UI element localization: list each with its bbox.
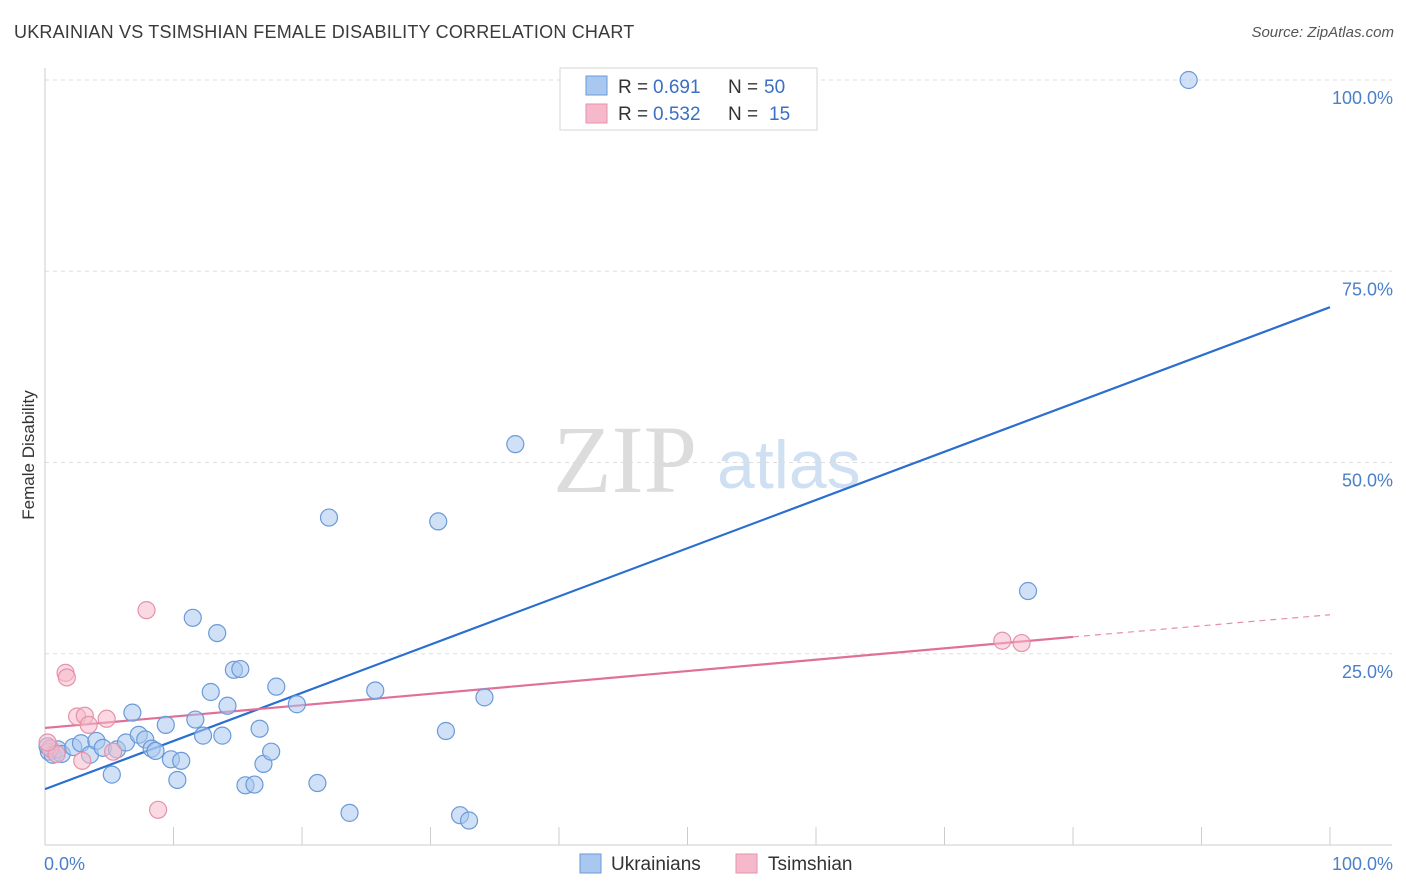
legend-n-label-2: N = [728,104,758,125]
point-ukrainians [168,770,187,790]
y-tick-label: 75.0% [1342,279,1393,299]
point-ukrainians [1179,70,1198,90]
point-ukrainians [262,742,281,761]
point-ukrainians [319,508,339,527]
y-axis-title: Female Disability [19,390,38,520]
trend-lines [44,306,1331,791]
point-ukrainians [213,726,232,745]
point-ukrainians [459,811,479,830]
point-ukrainians [245,775,264,794]
axes [44,68,1392,846]
point-ukrainians [506,435,525,454]
trend-line-ukrainians [44,306,1331,791]
y-tick-label: 25.0% [1342,662,1393,682]
point-tsimshian [79,715,98,734]
point-ukrainians [201,682,220,702]
watermark-zip: ZIP [553,406,697,513]
legend-r-label-2: R = [618,104,648,125]
legend-swatch-tsimshian [585,103,608,124]
point-ukrainians [287,695,306,714]
point-tsimshian [993,631,1012,650]
point-ukrainians [231,659,250,679]
source-label: Source: ZipAtlas.com [1251,24,1394,41]
legend-n-value-2: 15 [769,104,790,125]
series-legend: Ukrainians Tsimshian [579,853,852,875]
bottom-legend-swatch-tsimshian [735,853,758,874]
point-tsimshian [137,601,156,620]
bottom-legend-ukrainians: Ukrainians [611,854,701,875]
point-tsimshian [57,668,76,687]
point-ukrainians [267,677,286,696]
point-ukrainians [146,741,165,761]
point-ukrainians [429,512,448,531]
point-ukrainians [218,696,237,715]
y-tick-label: 50.0% [1342,471,1393,491]
point-ukrainians [250,719,269,738]
point-tsimshian [104,742,123,761]
chart-title: UKRAINIAN VS TSIMSHIAN FEMALE DISABILITY… [14,22,635,42]
legend-r-value-2: 0.532 [653,104,701,125]
y-tick-labels: 25.0% 50.0% 75.0% 100.0% [1332,88,1393,682]
point-ukrainians [436,721,456,741]
point-tsimshian [38,733,57,752]
stats-legend: R = 0.691 N = 50 R = 0.532 N = 15 [559,67,818,131]
legend-r-label-1: R = [618,77,648,98]
x-tick-label-max: 100.0% [1332,854,1393,874]
point-ukrainians [172,751,191,770]
point-ukrainians [208,623,227,643]
point-ukrainians [183,608,202,627]
legend-swatch-ukrainians [585,75,608,96]
point-tsimshian [148,800,168,819]
point-ukrainians [156,715,175,734]
point-ukrainians [123,703,142,722]
point-ukrainians [193,726,213,745]
point-ukrainians [366,681,385,700]
point-ukrainians [1018,581,1038,601]
trend-line-tsimshian [44,635,1074,730]
watermark-atlas: atlas [717,427,861,503]
legend-n-label-1: N = [728,77,758,98]
trend-line-tsimshian-extension [1072,614,1331,638]
bottom-legend-tsimshian: Tsimshian [768,854,852,875]
point-ukrainians [102,765,121,784]
legend-n-value-1: 50 [764,77,785,98]
point-tsimshian [1012,633,1031,653]
x-tick-label-min: 0.0% [44,854,85,874]
point-tsimshian [97,709,116,728]
point-tsimshian [73,751,92,770]
y-tick-label: 100.0% [1332,88,1393,108]
bottom-legend-swatch-ukrainians [579,853,602,874]
gridlines [45,79,1392,655]
point-ukrainians [186,710,205,729]
point-ukrainians [475,688,494,707]
point-ukrainians [340,803,359,822]
data-points [38,70,1198,830]
x-tick-labels: 0.0% 100.0% [44,854,1393,874]
point-ukrainians [308,773,327,793]
legend-r-value-1: 0.691 [653,77,701,98]
